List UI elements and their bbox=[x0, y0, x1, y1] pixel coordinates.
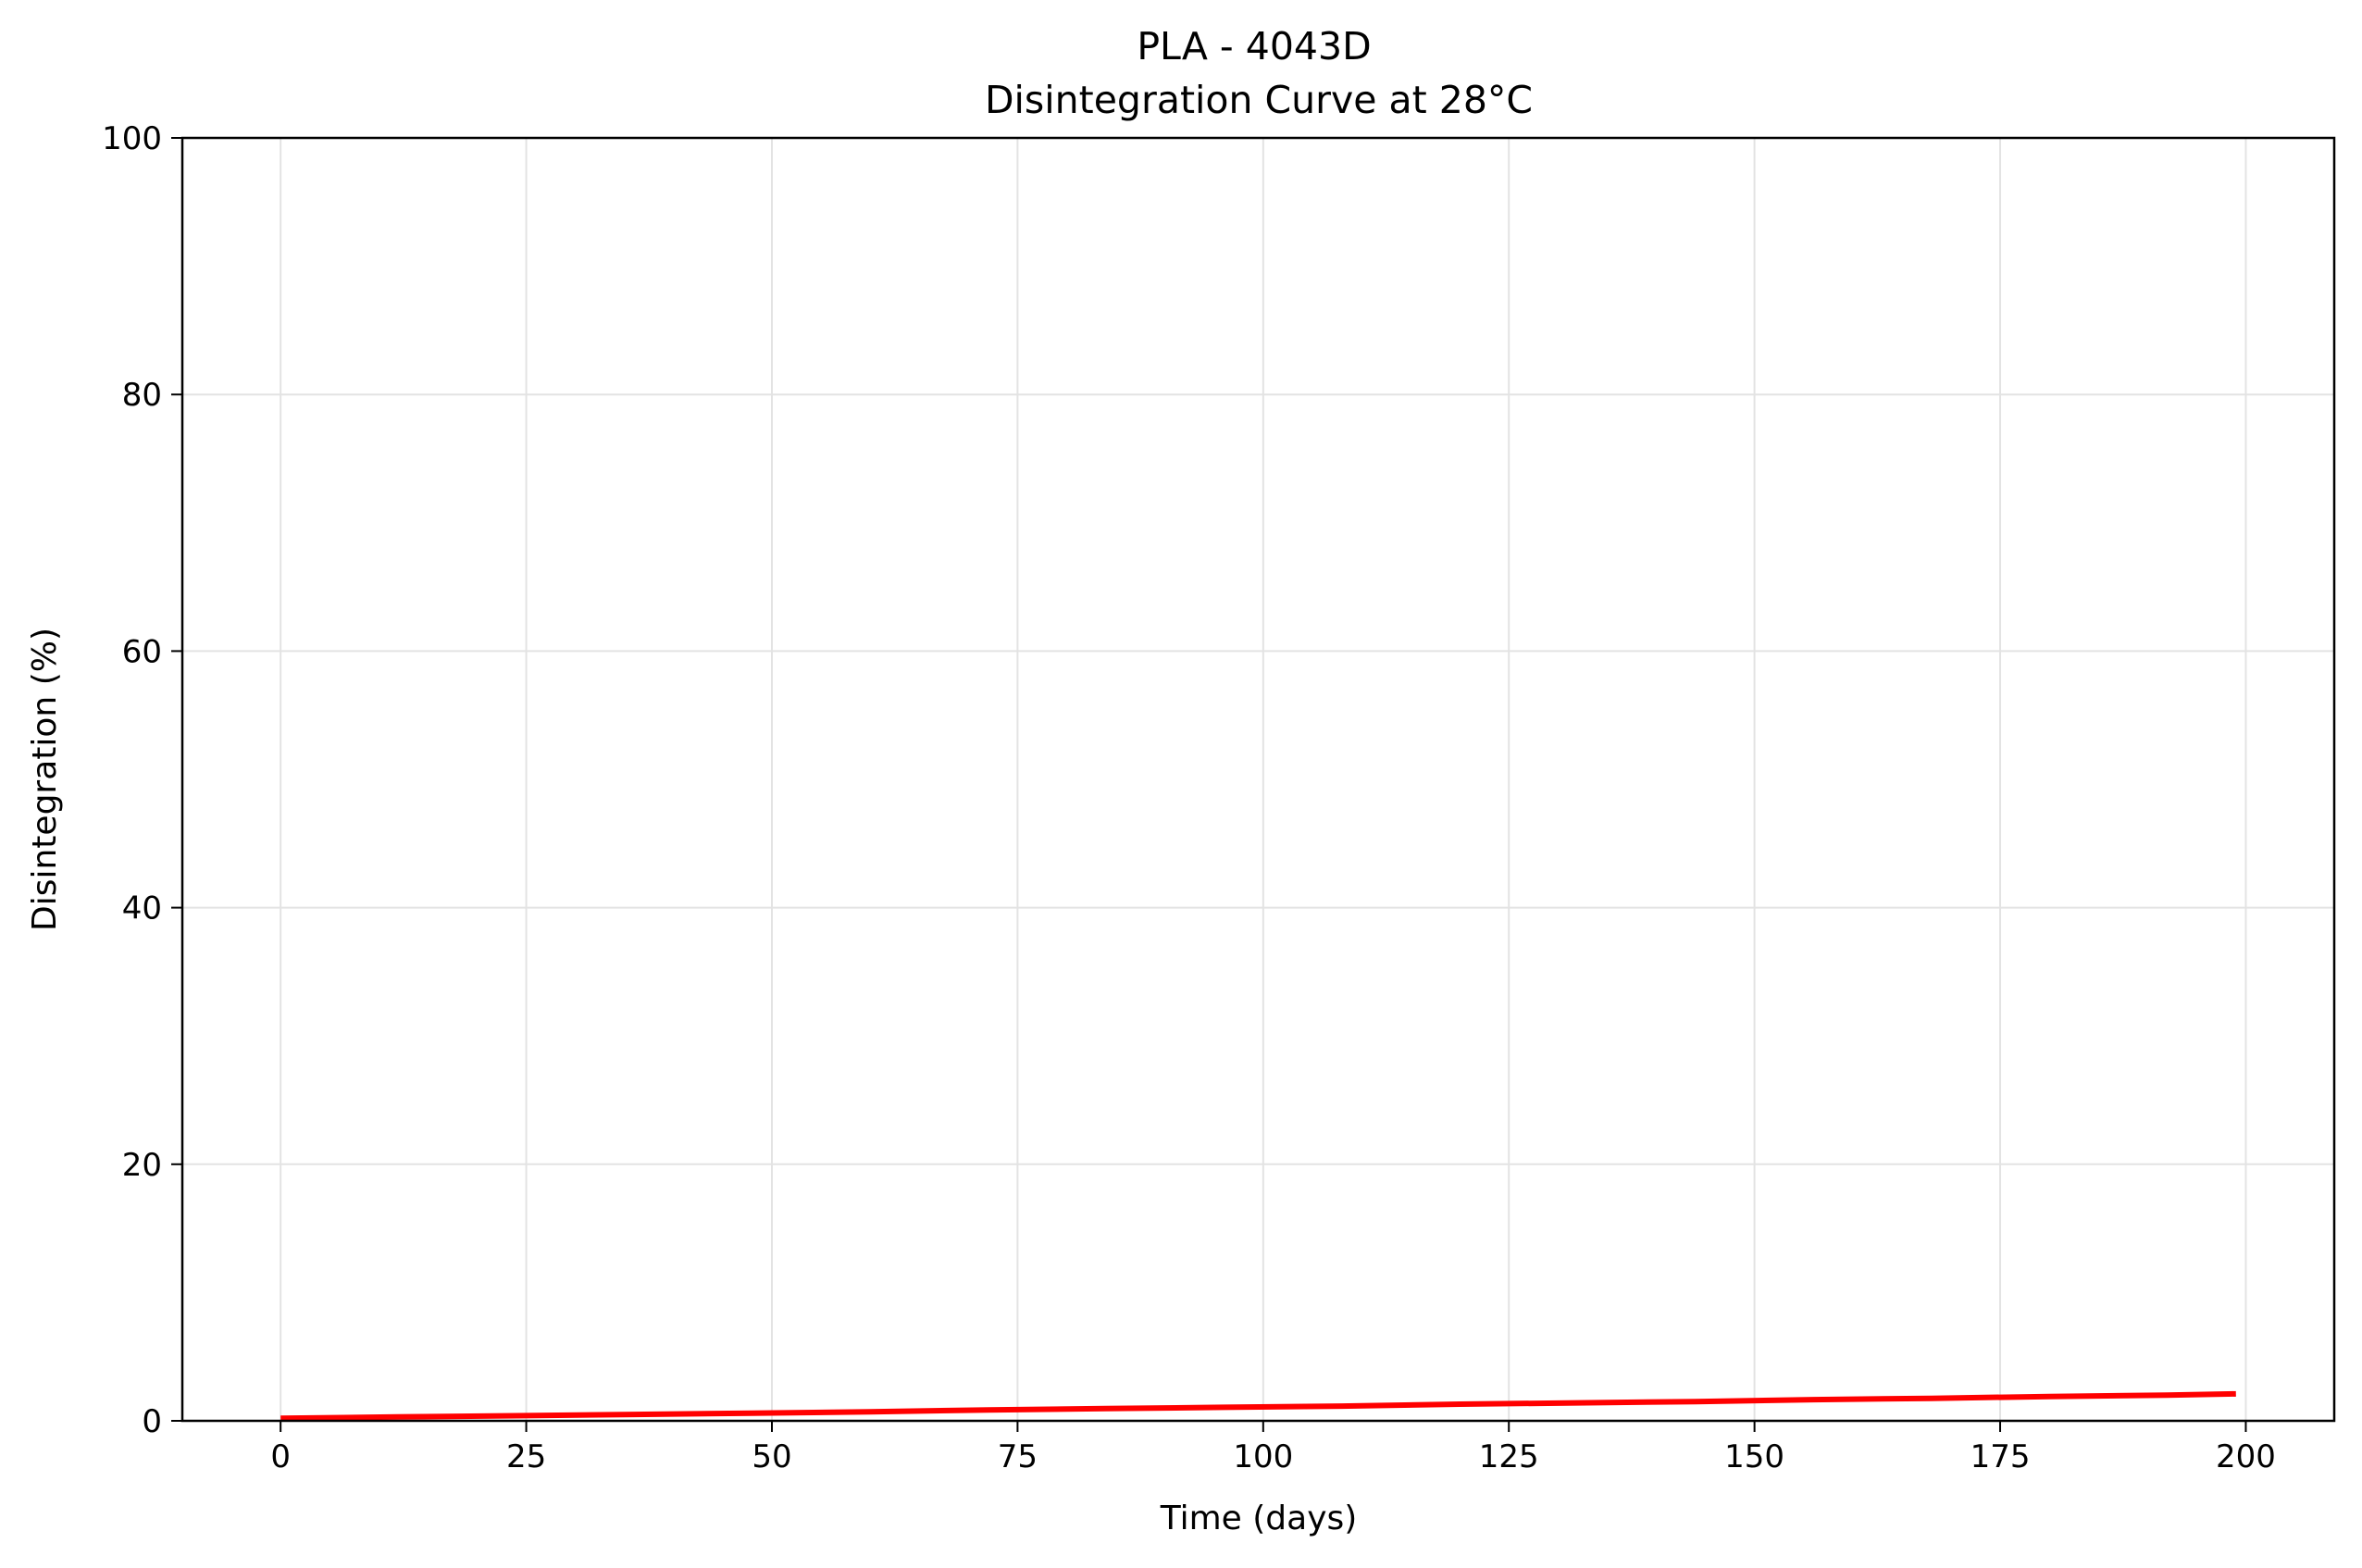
axis-ticks: 0 25 50 75 100 125 150 175 200 0 20 40 60 80 100 bbox=[102, 120, 2276, 1475]
y-tick-label: 40 bbox=[122, 890, 162, 927]
x-tick-label: 200 bbox=[2216, 1438, 2276, 1475]
series-layer bbox=[280, 1390, 2236, 1422]
x-tick-label: 50 bbox=[752, 1438, 791, 1475]
y-tick-label: 0 bbox=[142, 1403, 162, 1440]
x-tick-label: 75 bbox=[998, 1438, 1038, 1475]
y-tick-label: 100 bbox=[102, 120, 162, 157]
x-tick-label: 175 bbox=[1970, 1438, 2031, 1475]
series-line bbox=[280, 1390, 2236, 1422]
chart-title: PLA - 4043D bbox=[1137, 24, 1371, 68]
x-tick-label: 150 bbox=[1724, 1438, 1784, 1475]
plot-frame bbox=[180, 136, 2336, 1423]
x-tick-label: 100 bbox=[1233, 1438, 1293, 1475]
x-tick-label: 125 bbox=[1479, 1438, 1539, 1475]
y-tick-label: 20 bbox=[122, 1147, 162, 1184]
chart-subtitle: Disintegration Curve at 28°C bbox=[985, 78, 1533, 122]
x-axis-label: Time (days) bbox=[1160, 1500, 1358, 1537]
y-tick-label: 60 bbox=[122, 633, 162, 670]
y-axis-label: Disintegration (%) bbox=[26, 628, 64, 931]
x-tick-label: 25 bbox=[506, 1438, 546, 1475]
y-tick-label: 80 bbox=[122, 377, 162, 414]
x-tick-label: 0 bbox=[270, 1438, 291, 1475]
